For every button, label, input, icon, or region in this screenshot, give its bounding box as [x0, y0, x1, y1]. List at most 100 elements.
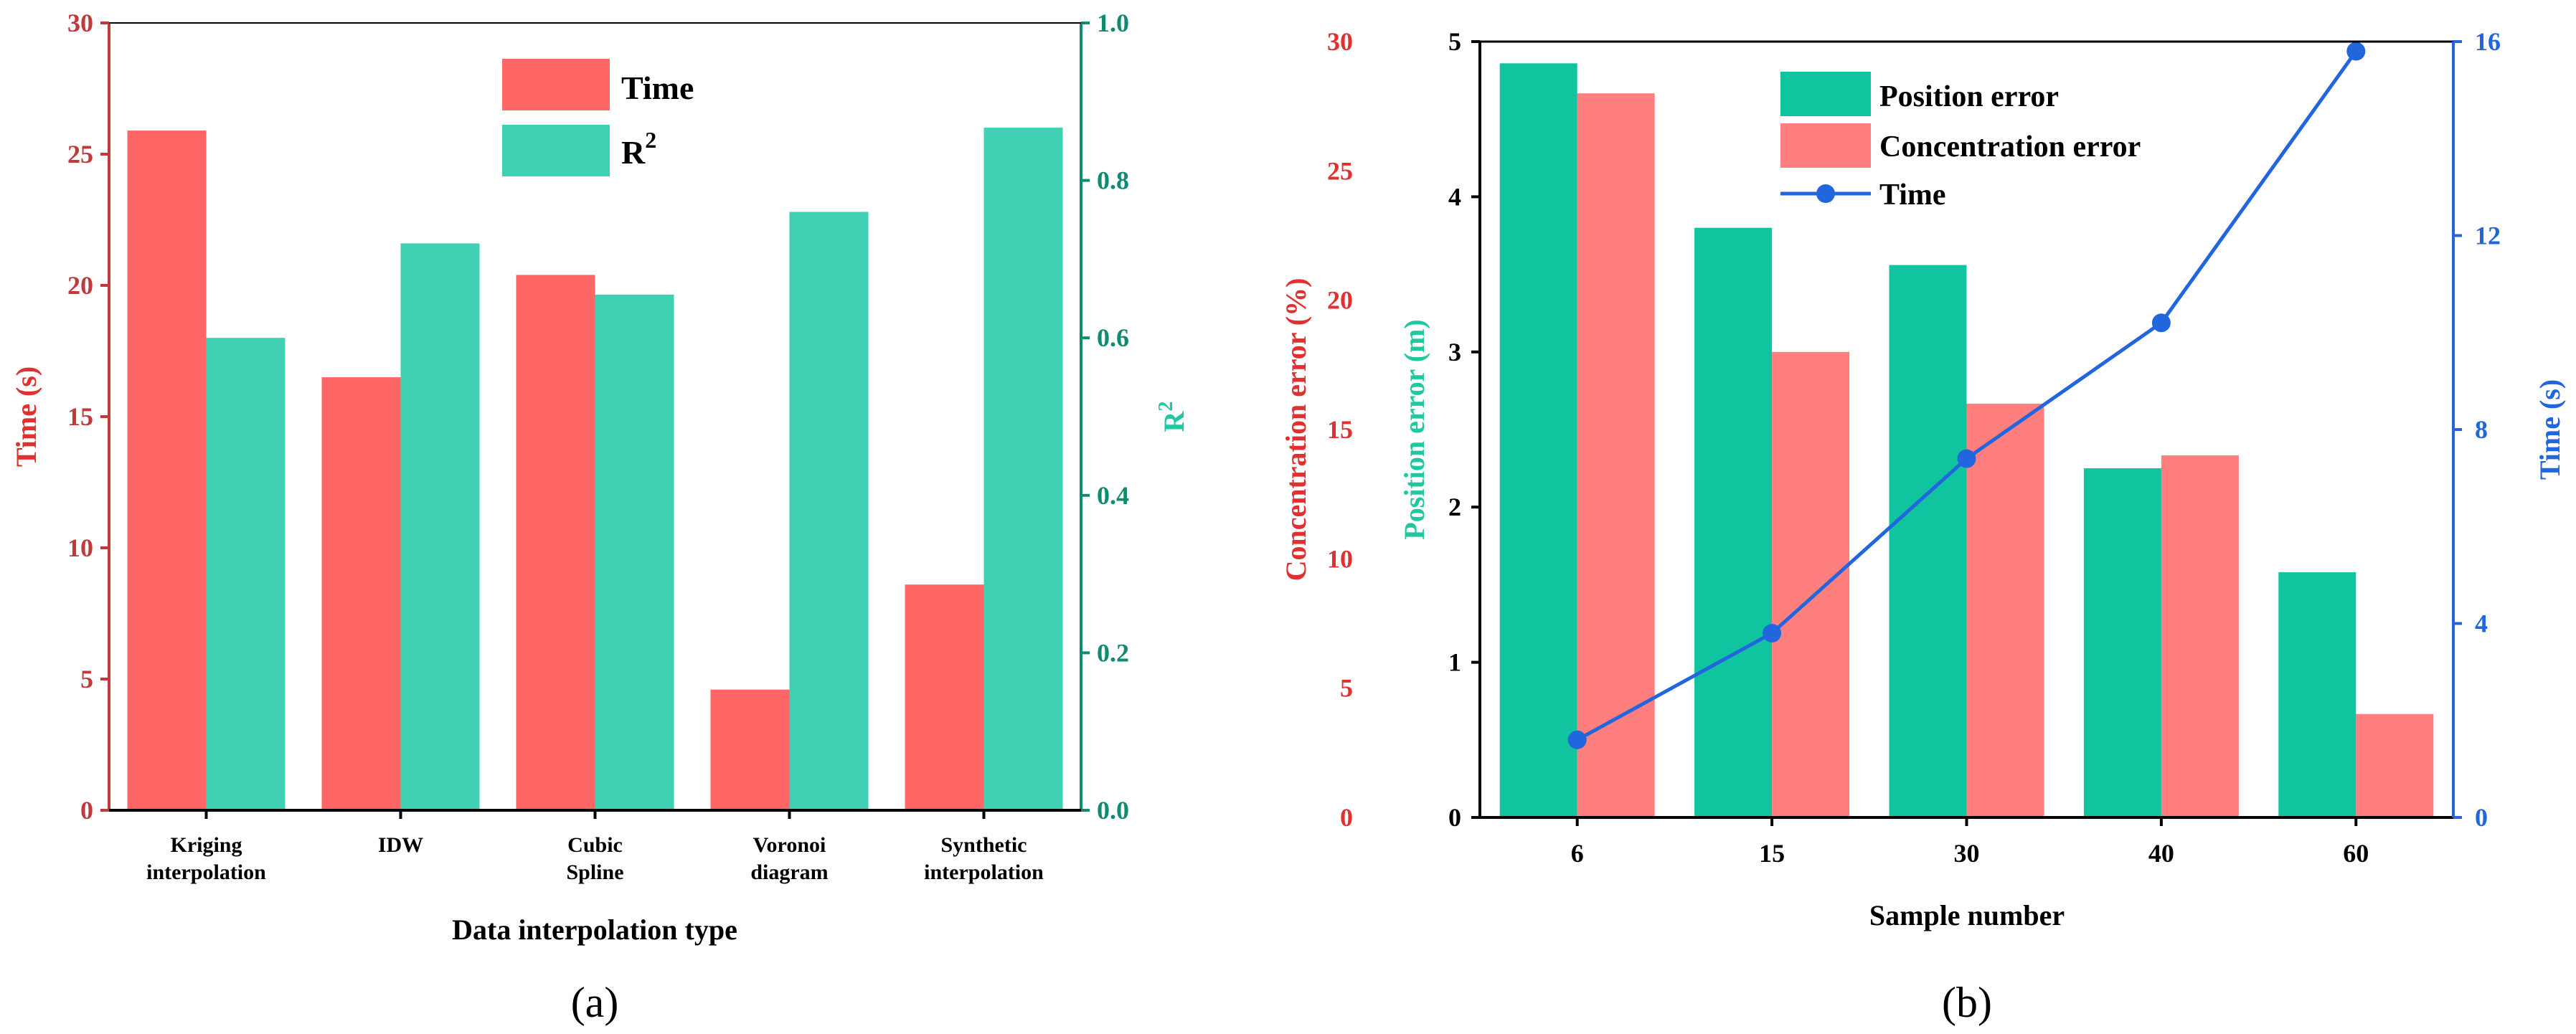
- position-tick-label: 1: [1448, 648, 1461, 677]
- legend-label-position: Position error: [1879, 80, 2059, 113]
- category-label: Voronoi diagram: [750, 833, 828, 884]
- time-bar: [710, 689, 790, 810]
- time-bar: [127, 131, 207, 810]
- position-error-bar: [1889, 265, 1967, 818]
- concentration-error-bar: [1966, 403, 2044, 817]
- time-point: [2151, 313, 2171, 333]
- concentration-tick-label: 15: [1327, 415, 1353, 444]
- time-point: [1957, 449, 1976, 468]
- concentration-tick-label: 10: [1327, 544, 1353, 573]
- x-axis-title: Sample number: [1869, 899, 2065, 931]
- left-tick-label: 25: [67, 140, 93, 169]
- position-error-bar: [2278, 572, 2356, 817]
- legend-label-r2: R2: [621, 127, 656, 171]
- r2-bar: [595, 294, 674, 810]
- time-tick-label: 8: [2475, 415, 2488, 444]
- category-label-line: Cubic: [567, 833, 623, 857]
- position-error-bar: [1499, 63, 1577, 817]
- right-axis-title: R2: [1155, 402, 1190, 432]
- time-point: [2346, 42, 2366, 61]
- right-tick-label: 1.0: [1097, 9, 1129, 37]
- left-tick-label: 30: [67, 9, 93, 37]
- time-tick-label: 0: [2475, 803, 2488, 832]
- concentration-tick-label: 25: [1327, 156, 1353, 185]
- position-error-bar: [1694, 227, 1773, 817]
- concentration-tick-label: 5: [1340, 674, 1353, 703]
- right-tick-label: 0.6: [1097, 323, 1129, 352]
- category-label-line: Kriging: [170, 833, 242, 857]
- concentration-tick-label: 20: [1327, 286, 1353, 315]
- position-error-bar: [2083, 468, 2161, 817]
- category-label: Synthetic interpolation: [924, 833, 1044, 884]
- legend-swatch-concentration: [1780, 123, 1871, 168]
- time-bar: [905, 584, 984, 810]
- category-label-line: Synthetic: [941, 833, 1027, 857]
- concentration-tick-label: 30: [1327, 27, 1353, 56]
- legend-label-time: Time: [621, 70, 694, 106]
- legend-marker-time: [1816, 184, 1835, 203]
- left-tick-label: 10: [67, 533, 93, 562]
- legend-label-r2-sup: 2: [645, 127, 656, 153]
- left-tick-label: 15: [67, 402, 93, 431]
- position-tick-label: 4: [1448, 182, 1461, 211]
- legend-swatch-time: [502, 59, 610, 110]
- right-axis-title-sup: 2: [1155, 402, 1177, 412]
- x-axis-title: Data interpolation type: [452, 914, 737, 946]
- position-tick-label: 3: [1448, 338, 1461, 366]
- left-axis-title: Time (s): [10, 366, 42, 467]
- position-tick-label: 5: [1448, 27, 1461, 56]
- r2-bar: [400, 243, 480, 810]
- legend-label-r2-text: R: [621, 134, 646, 171]
- concentration-error-bar: [1577, 93, 1655, 818]
- right-tick-label: 0.8: [1097, 166, 1129, 195]
- panel-label-b: (b): [1942, 979, 1992, 1026]
- right-tick-label: 0.2: [1097, 638, 1129, 667]
- legend-swatch-position: [1780, 72, 1871, 116]
- category-label-line: Spline: [566, 860, 623, 884]
- x-tick-label: 15: [1759, 839, 1785, 868]
- category-label-line: Voronoi: [753, 833, 826, 857]
- panel-label-a: (a): [571, 979, 619, 1026]
- x-tick-label: 30: [1954, 839, 1980, 868]
- time-axis-title: Time (s): [2534, 379, 2566, 480]
- concentration-error-bar: [2161, 455, 2239, 817]
- position-axis-title: Position error (m): [1398, 319, 1430, 539]
- right-axis-title-text: R: [1158, 410, 1190, 432]
- left-tick-label: 20: [67, 271, 93, 300]
- r2-bar: [206, 338, 286, 810]
- time-bar: [321, 377, 401, 810]
- time-point: [1763, 624, 1782, 643]
- legend-label-time: Time: [1879, 179, 1946, 212]
- position-tick-label: 2: [1448, 493, 1461, 521]
- concentration-axis-title: Concentration error (%): [1280, 278, 1312, 582]
- time-point: [1567, 730, 1587, 749]
- position-tick-label: 0: [1448, 803, 1461, 832]
- x-tick-label: 40: [2148, 839, 2174, 868]
- category-label: Kriging interpolation: [146, 833, 266, 884]
- legend-swatch-r2: [502, 125, 610, 176]
- right-tick-label: 0.0: [1097, 796, 1129, 825]
- r2-bar: [789, 212, 869, 810]
- time-tick-label: 4: [2475, 610, 2488, 638]
- time-bar: [516, 275, 595, 810]
- category-label-line: diagram: [750, 860, 828, 884]
- right-tick-label: 0.4: [1097, 481, 1129, 510]
- category-label-line: IDW: [378, 833, 423, 857]
- category-label-line: interpolation: [146, 860, 266, 884]
- left-tick-label: 0: [80, 796, 93, 825]
- left-tick-label: 5: [80, 665, 93, 693]
- concentration-error-bar: [2356, 713, 2434, 817]
- chart-a: 0 5 10 15 20 25 30 0.0 0.2 0.4 0.6 0.8 1.0 Kriging int…: [10, 9, 1190, 1026]
- category-label-line: interpolation: [924, 860, 1044, 884]
- legend-label-concentration: Concentration error: [1879, 131, 2141, 163]
- r2-bar: [983, 128, 1063, 810]
- concentration-tick-label: 0: [1340, 803, 1353, 832]
- category-label: IDW: [378, 833, 423, 857]
- time-tick-label: 16: [2475, 27, 2501, 56]
- concentration-error-bar: [1772, 351, 1850, 817]
- x-tick-label: 6: [1571, 839, 1584, 868]
- category-label: Cubic Spline: [566, 833, 623, 884]
- x-tick-label: 60: [2343, 839, 2369, 868]
